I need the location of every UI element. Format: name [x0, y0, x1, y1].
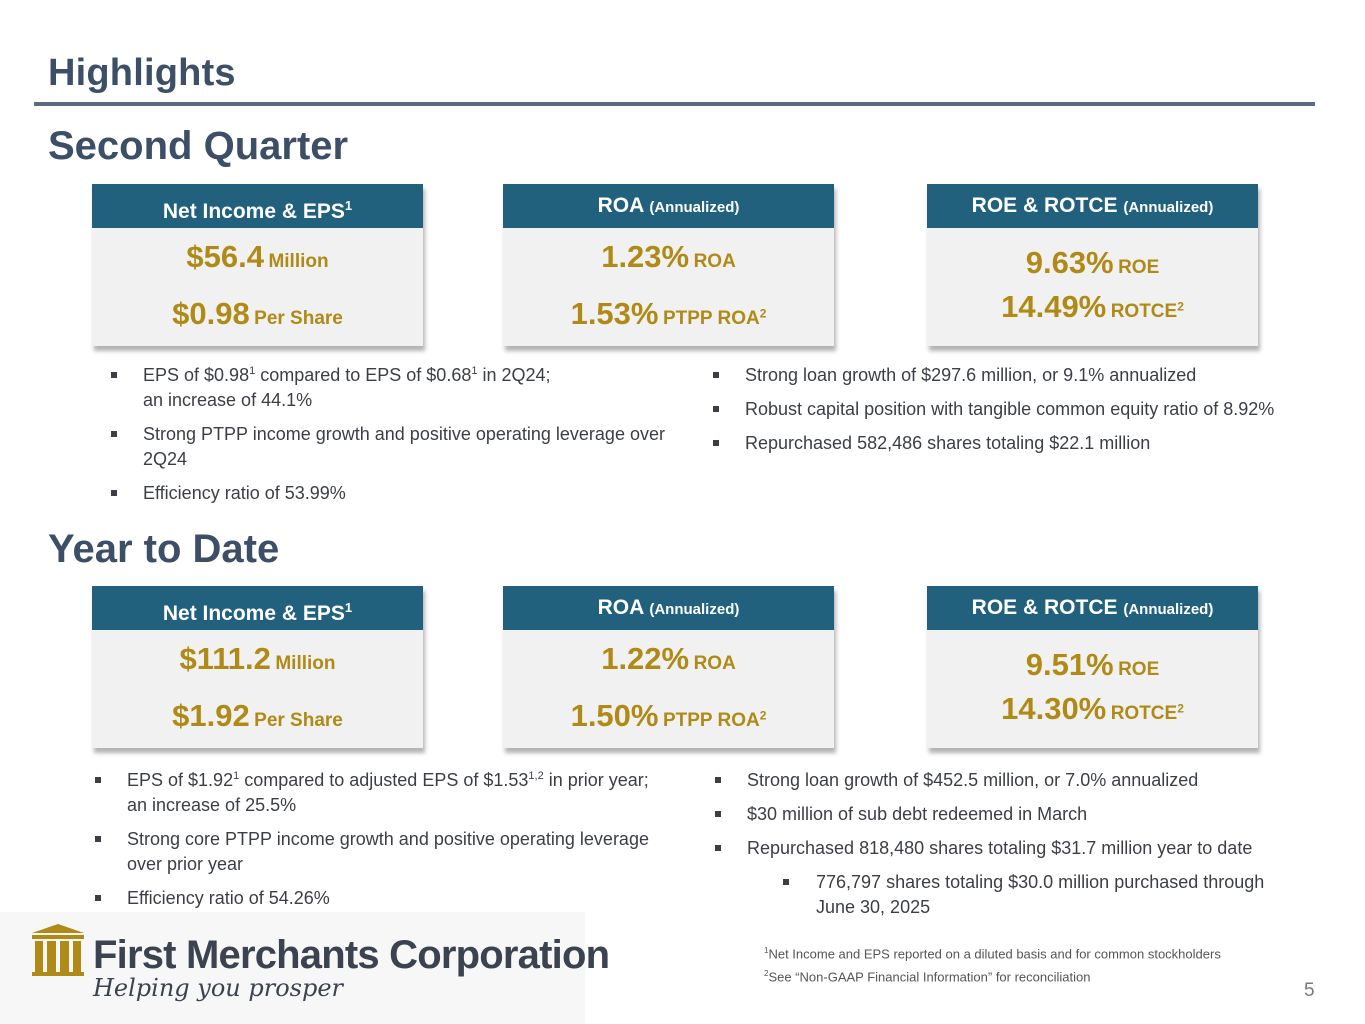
footnotes: 1Net Income and EPS reported on a dilute… [764, 941, 1221, 988]
footnote-1: 1Net Income and EPS reported on a dilute… [764, 946, 1221, 962]
list-item: Repurchased 582,486 shares totaling $22.… [709, 431, 1339, 456]
list-item: Repurchased 818,480 shares totaling $31.… [711, 836, 1331, 861]
bullet-list-ytd-right: Strong loan growth of $452.5 million, or… [711, 768, 1331, 929]
sub-list-item: 776,797 shares totaling $30.0 million pu… [711, 870, 1331, 920]
title-divider [34, 102, 1315, 106]
list-item: Efficiency ratio of 54.26% [91, 886, 691, 911]
metric-card-roa-q2: ROA (Annualized) 1.23% ROA 1.53% PTPP RO… [503, 184, 834, 346]
list-item: Efficiency ratio of 53.99% [107, 481, 697, 506]
metric-ptpp-roa: 1.53% PTPP ROA2 [570, 296, 767, 331]
card-header: ROA (Annualized) [503, 184, 834, 228]
section-heading-second-quarter: Second Quarter [48, 124, 349, 168]
list-item: Robust capital position with tangible co… [709, 397, 1339, 422]
footnote-2: 2See “Non-GAAP Financial Information” fo… [764, 969, 1091, 985]
metric-ptpp-roa: 1.50% PTPP ROA2 [570, 698, 767, 733]
list-item: $30 million of sub debt redeemed in Marc… [711, 802, 1331, 827]
page-number: 5 [1304, 980, 1315, 1001]
metric-roa: 1.22% ROA [601, 641, 736, 676]
list-item: Strong loan growth of $452.5 million, or… [711, 768, 1331, 793]
list-item: Strong PTPP income growth and positive o… [107, 422, 697, 472]
card-header: ROE & ROTCE (Annualized) [927, 586, 1258, 630]
company-tagline: Helping you prosper [93, 974, 344, 1002]
metric-card-net-income-q2: Net Income & EPS1 $56.4 Million $0.98 Pe… [92, 184, 423, 346]
metric-net-income: $56.4 Million [186, 239, 329, 274]
metric-card-roe-q2: ROE & ROTCE (Annualized) 9.63% ROE 14.49… [927, 184, 1258, 346]
card-header: Net Income & EPS1 [92, 184, 423, 228]
bullet-list-ytd-left: EPS of $1.921 compared to adjusted EPS o… [91, 768, 691, 920]
section-heading-year-to-date: Year to Date [48, 527, 280, 571]
metric-roa: 1.23% ROA [601, 239, 736, 274]
metric-roe: 9.51% ROE [1025, 647, 1160, 682]
bullet-list-q2-left: EPS of $0.981 compared to EPS of $0.681 … [107, 363, 697, 515]
metric-rotce: 14.30% ROTCE2 [1001, 691, 1184, 726]
card-header: Net Income & EPS1 [92, 586, 423, 630]
bank-building-icon [30, 922, 86, 983]
metric-rotce: 14.49% ROTCE2 [1001, 289, 1184, 324]
logo-band [0, 912, 585, 1024]
list-item: Strong loan growth of $297.6 million, or… [709, 363, 1339, 388]
metric-net-income: $111.2 Million [179, 641, 336, 676]
bullet-list-q2-right: Strong loan growth of $297.6 million, or… [709, 363, 1339, 465]
list-item: EPS of $0.981 compared to EPS of $0.681 … [107, 363, 697, 413]
metric-card-roa-ytd: ROA (Annualized) 1.22% ROA 1.50% PTPP RO… [503, 586, 834, 748]
metric-card-net-income-ytd: Net Income & EPS1 $111.2 Million $1.92 P… [92, 586, 423, 748]
list-item: Strong core PTPP income growth and posit… [91, 827, 691, 877]
page-title: Highlights [48, 52, 236, 94]
card-header: ROA (Annualized) [503, 586, 834, 630]
company-name: First Merchants Corporation [93, 933, 610, 977]
metric-card-roe-ytd: ROE & ROTCE (Annualized) 9.51% ROE 14.30… [927, 586, 1258, 748]
card-header: ROE & ROTCE (Annualized) [927, 184, 1258, 228]
metric-roe: 9.63% ROE [1025, 245, 1160, 280]
metric-eps: $0.98 Per Share [172, 296, 343, 331]
list-item: EPS of $1.921 compared to adjusted EPS o… [91, 768, 691, 818]
metric-eps: $1.92 Per Share [172, 698, 343, 733]
